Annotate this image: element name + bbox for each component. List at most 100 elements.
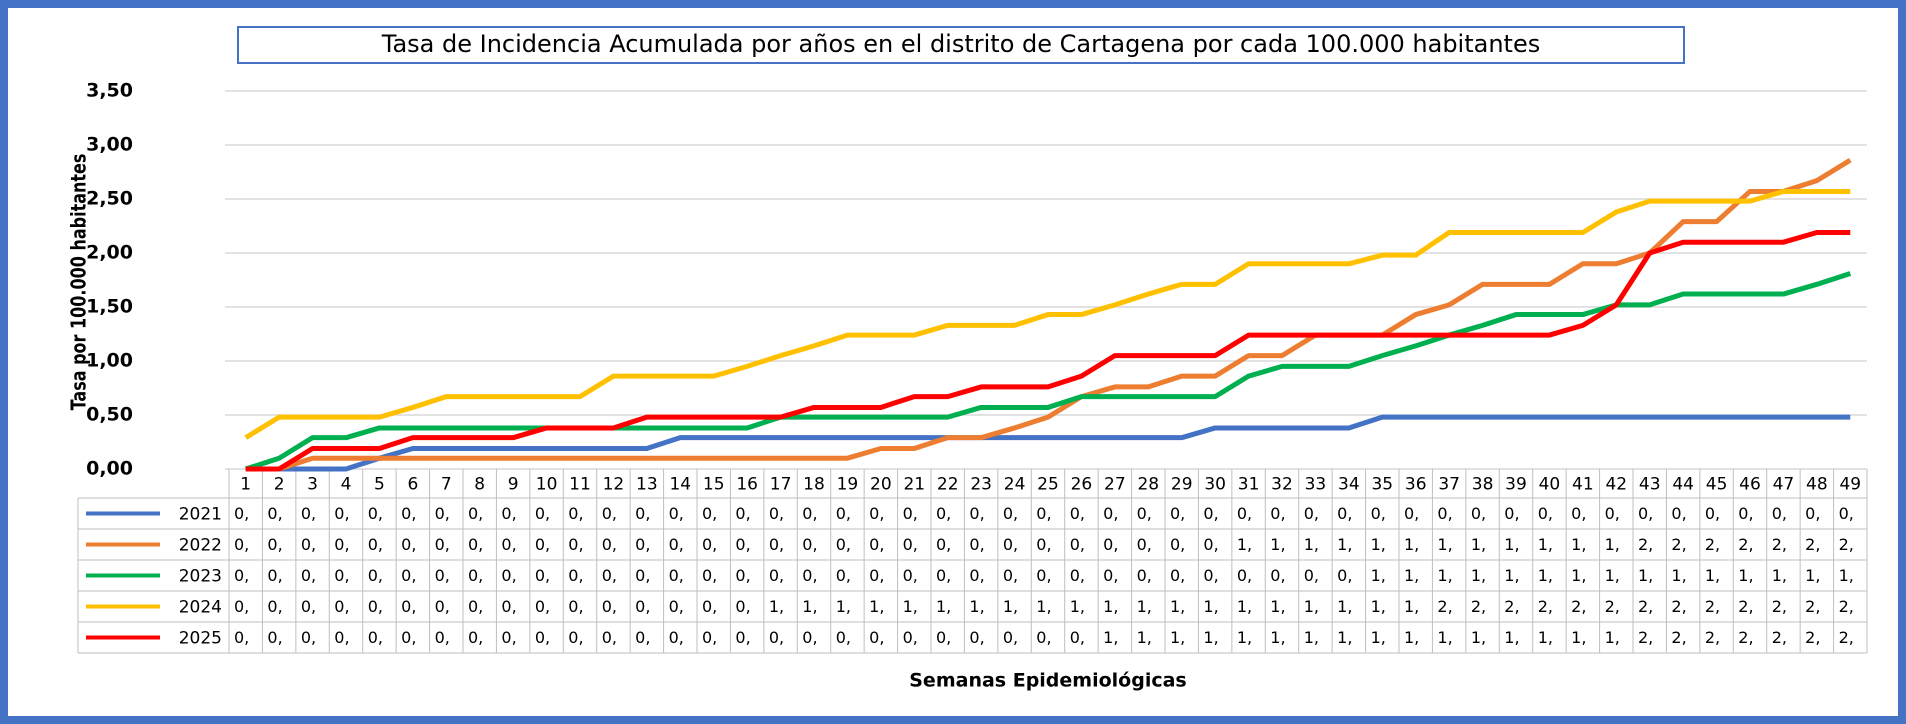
- data-table-cell: 0,: [267, 504, 282, 523]
- data-table-cell: 0,: [669, 597, 684, 616]
- data-table-cell: 0,: [1738, 504, 1753, 523]
- y-axis-title: Tasa por 100.000 habitantes: [68, 154, 91, 411]
- data-table-cell: 0,: [735, 535, 750, 554]
- data-table-cell: 0,: [735, 566, 750, 585]
- data-table-cell: 0,: [1237, 504, 1252, 523]
- data-table-cell: 0,: [368, 597, 383, 616]
- data-table-cell: 0,: [1671, 504, 1686, 523]
- data-table-cell: 0,: [836, 628, 851, 647]
- series-line: [244, 188, 1851, 440]
- data-table-cell: 0,: [769, 566, 784, 585]
- x-tick-label: 43: [1639, 475, 1661, 495]
- data-table-cell: 1,: [1203, 597, 1218, 616]
- data-table-cell: 0,: [1270, 566, 1285, 585]
- data-table-cell: 2,: [1671, 597, 1686, 616]
- data-table-cell: 0,: [535, 504, 550, 523]
- data-table-cell: 1,: [1337, 628, 1352, 647]
- data-table-cell: 0,: [1137, 566, 1152, 585]
- data-table-cell: 1,: [1605, 566, 1620, 585]
- data-table-cell: 1,: [969, 597, 984, 616]
- data-table-cell: 1,: [1605, 628, 1620, 647]
- data-table-cell: 2,: [1605, 597, 1620, 616]
- x-tick-label: 25: [1037, 475, 1059, 495]
- series-line: [245, 414, 1851, 472]
- data-table-cell: 0,: [1304, 566, 1319, 585]
- data-table-cell: 2,: [1839, 628, 1854, 647]
- data-table-cell: 2,: [1738, 628, 1753, 647]
- data-table-cell: 0,: [1036, 535, 1051, 554]
- data-table-cell: 0,: [669, 566, 684, 585]
- data-table-cell: 0,: [435, 566, 450, 585]
- data-table-cell: 0,: [234, 504, 249, 523]
- data-table-cell: 0,: [1404, 504, 1419, 523]
- x-tick-label: 15: [703, 475, 725, 495]
- data-table-cell: 0,: [869, 504, 884, 523]
- data-table-cell: 0,: [702, 504, 717, 523]
- data-table-cell: 0,: [802, 566, 817, 585]
- data-table-cell: 1,: [1371, 566, 1386, 585]
- x-tick-label: 11: [569, 475, 591, 495]
- data-table-cell: 1,: [1404, 628, 1419, 647]
- x-tick-label: 37: [1438, 475, 1460, 495]
- data-table-cell: 1,: [1203, 628, 1218, 647]
- x-tick-label: 40: [1539, 475, 1561, 495]
- data-table-cell: 0,: [1304, 504, 1319, 523]
- data-table-cell: 2,: [1638, 628, 1653, 647]
- data-table-cell: 0,: [903, 535, 918, 554]
- data-table-cell: 2,: [1571, 597, 1586, 616]
- data-table-cell: 0,: [1170, 566, 1185, 585]
- y-tick-label: 3,00: [86, 134, 133, 156]
- data-table-cell: 2,: [1504, 597, 1519, 616]
- y-tick-label: 1,50: [86, 296, 133, 318]
- data-table-cell: 0,: [802, 535, 817, 554]
- x-tick-label: 21: [903, 475, 925, 495]
- data-table-cell: 0,: [936, 504, 951, 523]
- x-axis-title: Semanas Epidemiológicas: [909, 670, 1186, 692]
- data-table-cell: 1,: [1070, 597, 1085, 616]
- data-table-cell: 0,: [368, 566, 383, 585]
- data-table-cell: 1,: [1571, 628, 1586, 647]
- data-table-cell: 1,: [1371, 535, 1386, 554]
- data-table-cell: 0,: [1839, 504, 1854, 523]
- data-table-cell: 0,: [1337, 566, 1352, 585]
- data-table-cell: 0,: [301, 504, 316, 523]
- y-tick-label: 2,00: [86, 242, 133, 264]
- data-table-cell: 0,: [702, 628, 717, 647]
- legend-label: 2022: [179, 536, 222, 556]
- data-table-cell: 0,: [568, 597, 583, 616]
- data-table-cell: 0,: [568, 535, 583, 554]
- data-table-cell: 2,: [1638, 597, 1653, 616]
- data-table-cell: 2,: [1671, 628, 1686, 647]
- data-table-cell: 1,: [1036, 597, 1051, 616]
- data-table-cell: 0,: [903, 566, 918, 585]
- data-table-cell: 0,: [635, 566, 650, 585]
- x-tick-label: 19: [837, 475, 859, 495]
- data-table-cell: 0,: [702, 566, 717, 585]
- data-table-cell: 2,: [1437, 597, 1452, 616]
- x-tick-label: 17: [770, 475, 792, 495]
- data-table-cell: 2,: [1805, 597, 1820, 616]
- data-table-cell: 0,: [1103, 504, 1118, 523]
- data-table-cell: 1,: [1437, 628, 1452, 647]
- data-table-cell: 0,: [1571, 504, 1586, 523]
- data-table-cell: 0,: [468, 535, 483, 554]
- data-table-cell: 1,: [1404, 566, 1419, 585]
- data-table-cell: 0,: [635, 628, 650, 647]
- data-table-cell: 0,: [702, 597, 717, 616]
- data-table-cell: 2,: [1638, 535, 1653, 554]
- data-table-cell: 1,: [1805, 566, 1820, 585]
- x-tick-label: 36: [1405, 475, 1427, 495]
- data-table-cell: 0,: [769, 535, 784, 554]
- x-tick-label: 3: [307, 475, 318, 495]
- x-tick-label: 23: [970, 475, 992, 495]
- data-table-cell: 1,: [1371, 597, 1386, 616]
- data-table-cell: 0,: [568, 566, 583, 585]
- data-table-cell: 2,: [1705, 535, 1720, 554]
- x-tick-label: 20: [870, 475, 892, 495]
- data-table-cell: 0,: [401, 597, 416, 616]
- data-table-cell: 0,: [334, 504, 349, 523]
- x-tick-label: 4: [341, 475, 352, 495]
- x-tick-label: 14: [669, 475, 691, 495]
